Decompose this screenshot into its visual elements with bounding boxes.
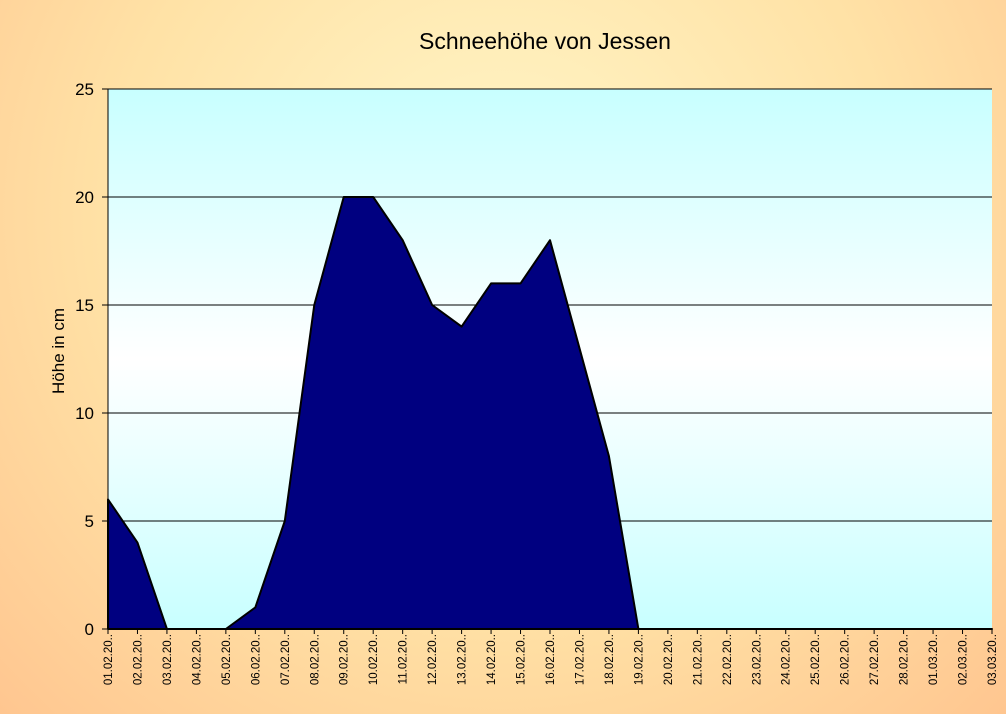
x-tick-label: 01.02.20.. bbox=[103, 634, 115, 685]
x-tick-label: 18.02.20.. bbox=[604, 634, 616, 685]
x-tick-label: 08.02.20.. bbox=[309, 634, 321, 685]
x-tick-label: 16.02.20.. bbox=[545, 634, 557, 685]
x-tick-label: 10.02.20.. bbox=[368, 634, 380, 685]
x-tick-label: 15.02.20.. bbox=[516, 634, 528, 685]
x-tick-label: 04.02.20.. bbox=[191, 634, 203, 685]
y-tick-label: 25 bbox=[75, 80, 94, 99]
y-axis-label: Höhe in cm bbox=[49, 308, 68, 394]
x-tick-label: 01.03.20.. bbox=[928, 634, 940, 685]
y-tick-label: 0 bbox=[85, 620, 94, 639]
y-tick-label: 15 bbox=[75, 296, 94, 315]
x-tick-label: 06.02.20.. bbox=[250, 634, 262, 685]
x-tick-label: 25.02.20.. bbox=[810, 634, 822, 685]
x-tick-label: 28.02.20.. bbox=[899, 634, 911, 685]
x-tick-label: 13.02.20.. bbox=[457, 634, 469, 685]
x-tick-label: 23.02.20.. bbox=[751, 634, 763, 685]
x-tick-label: 24.02.20.. bbox=[781, 634, 793, 685]
x-tick-label: 20.02.20.. bbox=[663, 634, 675, 685]
x-tick-label: 09.02.20.. bbox=[339, 634, 351, 685]
x-tick-label: 02.02.20.. bbox=[132, 634, 144, 685]
y-tick-label: 5 bbox=[85, 512, 94, 531]
x-tick-label: 02.03.20.. bbox=[958, 634, 970, 685]
x-tick-label: 11.02.20.. bbox=[398, 634, 410, 684]
axes: 0 5 10 15 20 25 01.02.20.. 02.02.20.. 03.02.20..… bbox=[75, 80, 999, 685]
y-tick-label: 20 bbox=[75, 188, 94, 207]
x-tick-label: 03.03.20.. bbox=[987, 634, 999, 685]
x-tick-label: 03.02.20.. bbox=[162, 634, 174, 685]
y-tick-label: 10 bbox=[75, 404, 94, 423]
x-tick-label: 21.02.20.. bbox=[692, 634, 704, 685]
x-tick-label: 05.02.20.. bbox=[221, 634, 233, 685]
x-tick-label: 27.02.20.. bbox=[869, 634, 881, 685]
x-tick-label: 14.02.20.. bbox=[486, 634, 498, 685]
x-tick-label: 17.02.20.. bbox=[574, 634, 586, 685]
x-tick-label: 07.02.20.. bbox=[280, 634, 292, 685]
x-tick-label: 22.02.20.. bbox=[722, 634, 734, 685]
x-tick-label: 26.02.20.. bbox=[840, 634, 852, 685]
x-tick-label: 12.02.20.. bbox=[427, 634, 439, 685]
x-tick-label: 19.02.20.. bbox=[633, 634, 645, 685]
chart-title: Schneehöhe von Jessen bbox=[419, 28, 671, 54]
